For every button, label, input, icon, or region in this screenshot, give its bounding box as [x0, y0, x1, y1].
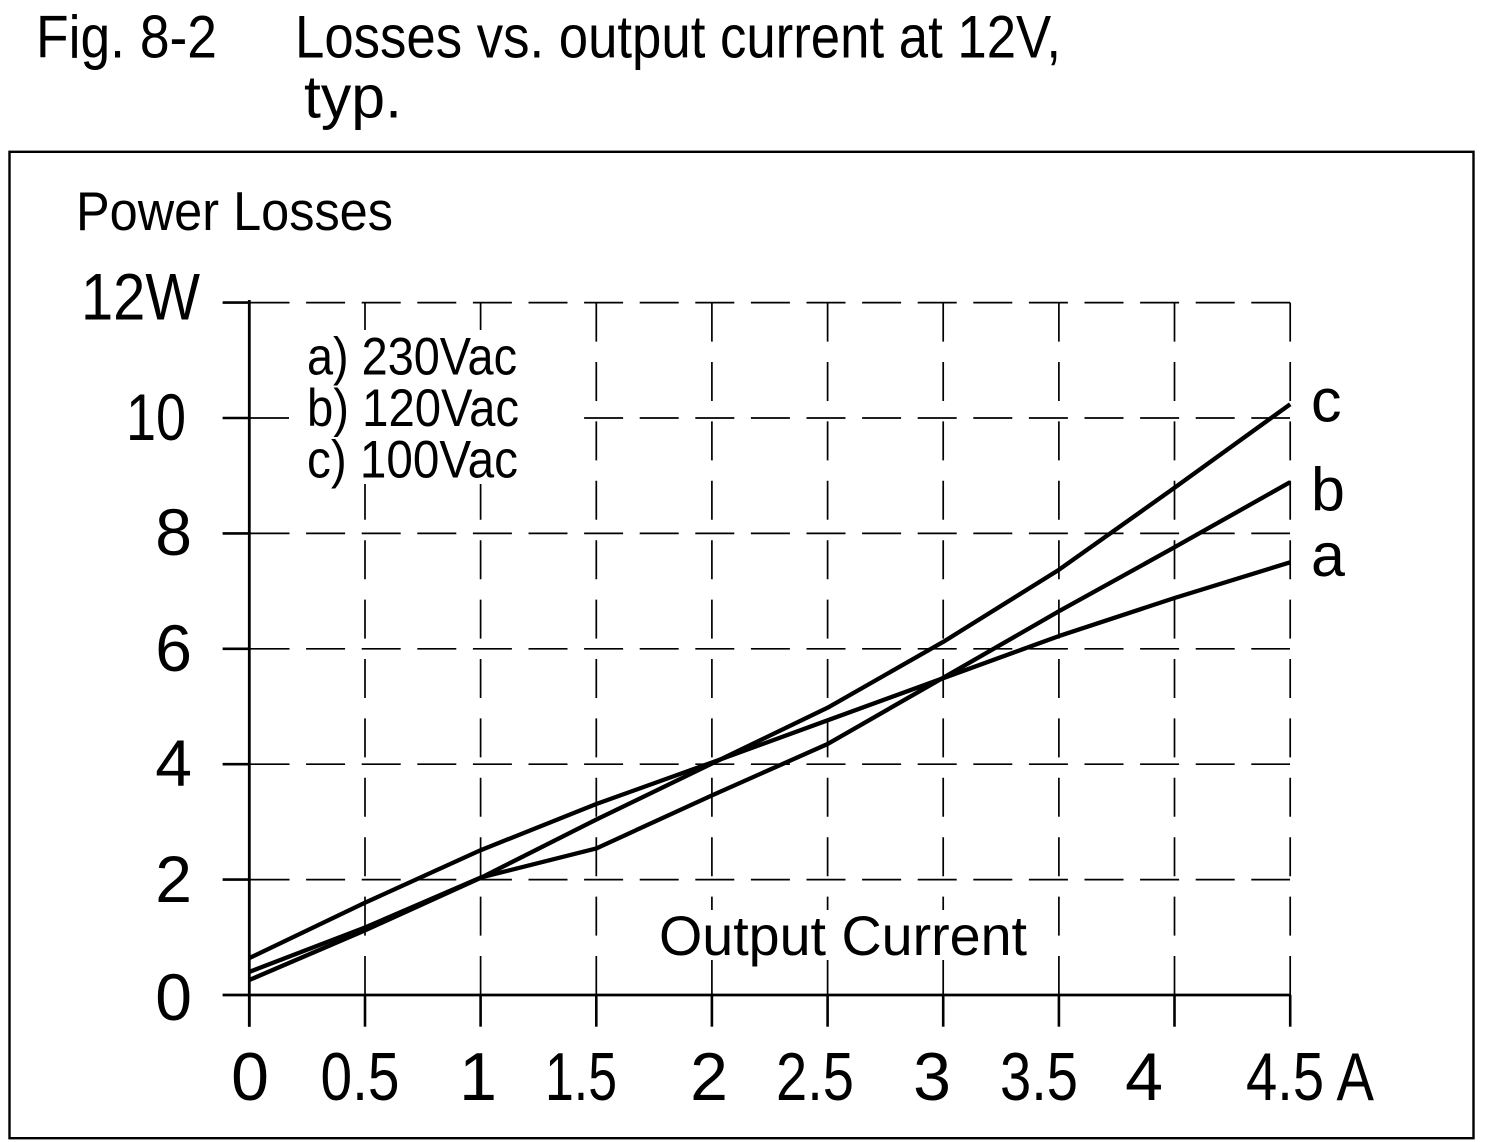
svg-text:a) 230Vac: a) 230Vac: [307, 328, 517, 387]
svg-text:c: c: [1311, 367, 1342, 435]
svg-text:Output Current: Output Current: [659, 904, 1027, 967]
svg-text:4.5 A: 4.5 A: [1246, 1039, 1375, 1115]
svg-text:8: 8: [155, 495, 192, 569]
svg-text:4: 4: [1125, 1039, 1163, 1115]
svg-text:4: 4: [155, 726, 192, 800]
svg-text:2: 2: [155, 842, 192, 916]
svg-text:2.5: 2.5: [776, 1039, 854, 1115]
svg-text:b) 120Vac: b) 120Vac: [307, 379, 519, 438]
svg-text:a: a: [1311, 521, 1345, 589]
svg-text:b: b: [1311, 456, 1345, 524]
svg-text:12W: 12W: [81, 260, 201, 334]
svg-text:3: 3: [913, 1039, 951, 1115]
svg-text:2: 2: [690, 1039, 728, 1115]
svg-text:Fig. 8-2: Fig. 8-2: [36, 4, 217, 71]
svg-text:6: 6: [155, 611, 192, 685]
svg-text:0: 0: [231, 1039, 269, 1115]
svg-text:Losses vs. output current at 1: Losses vs. output current at 12V,: [295, 4, 1061, 71]
svg-text:3.5: 3.5: [1000, 1039, 1078, 1115]
svg-text:typ.: typ.: [304, 64, 402, 131]
svg-text:10: 10: [126, 380, 186, 454]
svg-text:1.5: 1.5: [545, 1039, 617, 1115]
svg-text:0.5: 0.5: [321, 1039, 400, 1115]
svg-text:c) 100Vac: c) 100Vac: [307, 431, 518, 490]
svg-text:1: 1: [459, 1039, 497, 1115]
svg-text:Power Losses: Power Losses: [76, 180, 393, 242]
svg-text:0: 0: [155, 960, 192, 1034]
